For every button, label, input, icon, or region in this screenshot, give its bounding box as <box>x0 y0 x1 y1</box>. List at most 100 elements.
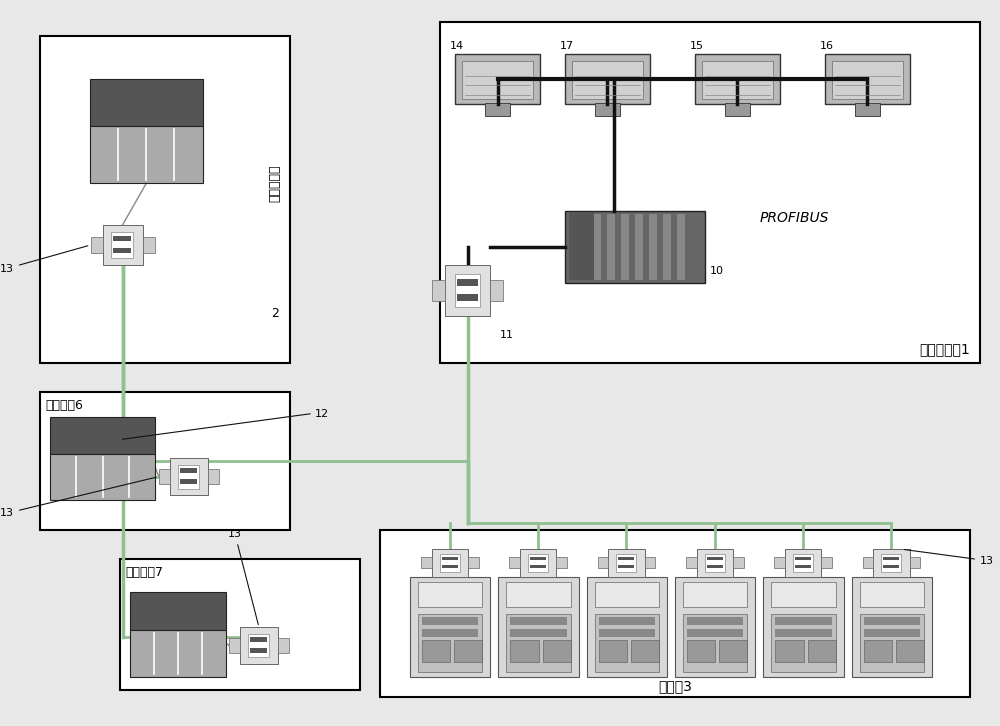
Bar <box>510 629 567 637</box>
Bar <box>569 213 594 280</box>
Bar <box>793 554 813 572</box>
Bar <box>498 576 579 677</box>
Bar <box>229 638 240 653</box>
Bar <box>442 565 458 568</box>
Bar <box>645 558 655 568</box>
Bar <box>618 565 634 568</box>
Bar <box>883 565 899 568</box>
Bar <box>705 554 725 572</box>
Bar <box>686 558 697 568</box>
Text: 17: 17 <box>560 41 574 51</box>
Bar <box>599 617 655 625</box>
Bar <box>855 102 880 116</box>
Bar <box>795 557 811 560</box>
Bar <box>808 640 836 662</box>
Bar <box>598 558 608 568</box>
Text: 稀油站柜6: 稀油站柜6 <box>45 399 83 412</box>
Bar <box>457 279 478 286</box>
Text: 中央控制台1: 中央控制台1 <box>919 342 970 356</box>
Bar <box>506 582 571 607</box>
Bar <box>675 576 755 677</box>
Bar <box>873 549 910 576</box>
Bar <box>687 617 743 625</box>
Bar <box>616 554 636 572</box>
Bar <box>113 236 131 241</box>
Text: PROFIBUS: PROFIBUS <box>760 211 829 225</box>
Bar <box>250 637 267 642</box>
Bar <box>530 565 546 568</box>
Bar <box>432 280 445 301</box>
Bar <box>278 638 289 653</box>
Bar <box>860 582 924 607</box>
Bar <box>707 565 723 568</box>
Bar <box>130 630 226 677</box>
Bar <box>771 582 836 607</box>
Bar <box>455 274 480 307</box>
Bar <box>775 640 804 662</box>
Bar <box>418 582 482 607</box>
Bar <box>881 554 901 572</box>
Bar <box>821 558 832 568</box>
Bar <box>896 640 924 662</box>
Text: 13: 13 <box>0 477 156 518</box>
Bar <box>910 558 920 568</box>
Bar <box>509 558 520 568</box>
Bar <box>180 479 197 484</box>
Bar <box>565 54 650 104</box>
Bar <box>572 61 643 99</box>
Bar <box>170 458 208 495</box>
Bar <box>422 640 450 662</box>
Bar <box>649 214 657 280</box>
Bar <box>608 549 645 576</box>
Bar <box>683 613 747 672</box>
Bar <box>852 576 932 677</box>
Bar <box>422 617 478 625</box>
Bar <box>785 549 821 576</box>
Bar <box>695 54 780 104</box>
Bar <box>103 225 143 265</box>
Bar <box>677 214 685 280</box>
Bar <box>421 558 432 568</box>
Bar <box>771 613 836 672</box>
Text: 13: 13 <box>904 550 994 566</box>
Bar <box>440 554 460 572</box>
Bar <box>111 232 133 258</box>
Bar <box>565 211 705 283</box>
Bar <box>510 640 539 662</box>
Bar <box>90 78 202 126</box>
Bar <box>587 576 667 677</box>
Bar <box>457 294 478 301</box>
Bar <box>702 61 773 99</box>
Bar <box>490 280 503 301</box>
Text: 13: 13 <box>228 529 258 624</box>
Bar <box>579 214 587 280</box>
Bar <box>725 102 750 116</box>
Bar <box>621 214 629 280</box>
Bar <box>410 576 490 677</box>
Bar <box>178 465 199 489</box>
Bar <box>208 469 219 484</box>
Bar <box>510 617 567 625</box>
Bar <box>599 629 655 637</box>
Bar <box>380 530 970 697</box>
Bar <box>595 582 659 607</box>
Text: 12: 12 <box>315 409 329 419</box>
Bar <box>528 554 548 572</box>
Bar <box>455 54 540 104</box>
Bar <box>40 36 290 363</box>
Bar <box>90 126 202 183</box>
Bar <box>707 557 723 560</box>
Bar <box>663 214 671 280</box>
Bar <box>442 557 458 560</box>
Bar <box>445 265 490 316</box>
Bar <box>159 469 170 484</box>
Bar <box>454 640 482 662</box>
Bar <box>468 558 479 568</box>
Bar <box>506 613 571 672</box>
Bar <box>248 634 269 658</box>
Bar <box>520 549 556 576</box>
Text: 水冷机组7: 水冷机组7 <box>125 566 163 579</box>
Bar <box>683 582 747 607</box>
Text: 16: 16 <box>820 41 834 51</box>
Bar <box>418 613 482 672</box>
